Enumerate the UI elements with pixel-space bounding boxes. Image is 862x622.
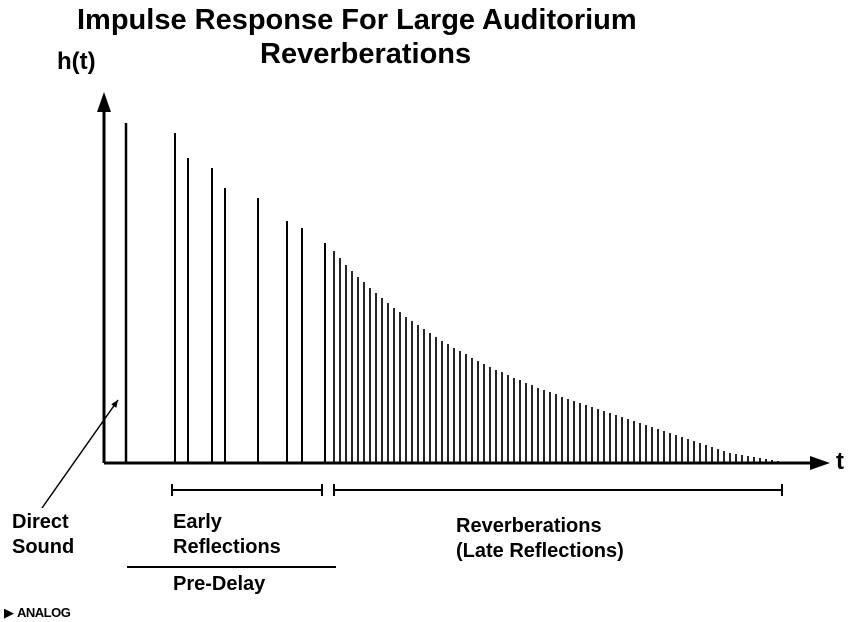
impulse-response-chart (0, 0, 862, 622)
